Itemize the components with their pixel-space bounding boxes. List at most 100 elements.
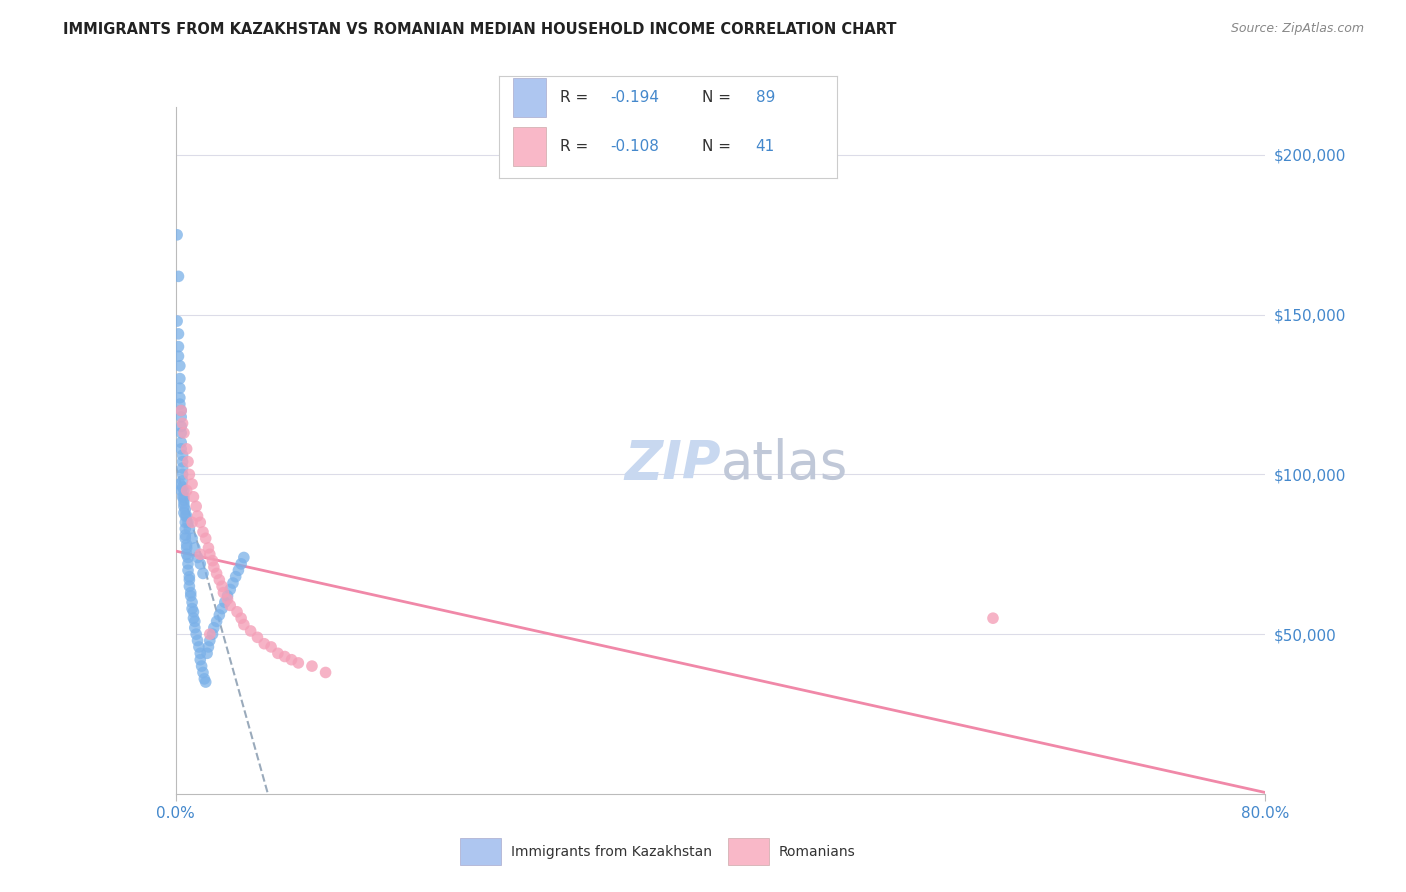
Point [301, 659, 323, 673]
Point [188, 557, 211, 571]
Point [219, 599, 242, 613]
Point [186, 508, 209, 523]
Text: -0.108: -0.108 [610, 139, 659, 154]
Point [169, 397, 191, 411]
Point [176, 483, 198, 498]
Point [173, 506, 195, 520]
Point [179, 569, 201, 583]
Point [170, 435, 193, 450]
Text: Source: ZipAtlas.com: Source: ZipAtlas.com [1230, 22, 1364, 36]
Point [166, 227, 188, 242]
Point [172, 461, 194, 475]
Point [176, 508, 198, 523]
Point [184, 615, 207, 629]
Text: R =: R = [560, 139, 593, 154]
Point [190, 659, 212, 673]
Point [287, 656, 309, 670]
Point [170, 409, 193, 424]
Point [179, 579, 201, 593]
Text: 41: 41 [755, 139, 775, 154]
Point [211, 579, 233, 593]
Point [183, 490, 205, 504]
Point [176, 547, 198, 561]
Point [253, 637, 276, 651]
Point [170, 403, 193, 417]
Point [194, 675, 217, 690]
Point [179, 522, 201, 536]
Point [197, 640, 219, 654]
Point [170, 483, 193, 498]
Point [191, 566, 214, 581]
Point [193, 672, 215, 686]
Point [202, 621, 225, 635]
Point [232, 617, 254, 632]
Point [219, 582, 242, 597]
Point [214, 595, 236, 609]
Point [198, 627, 221, 641]
Point [188, 547, 211, 561]
Point [187, 640, 209, 654]
Point [194, 531, 217, 545]
Point [173, 490, 195, 504]
Point [274, 649, 297, 664]
Point [981, 611, 1004, 625]
Point [176, 541, 198, 555]
Point [172, 417, 194, 431]
Text: ZIP: ZIP [624, 438, 721, 491]
Point [176, 442, 198, 456]
Point [176, 538, 198, 552]
Point [188, 516, 211, 530]
Point [172, 455, 194, 469]
Point [177, 563, 200, 577]
Text: N =: N = [702, 90, 735, 105]
Point [217, 592, 239, 607]
Point [170, 442, 193, 456]
Point [174, 502, 197, 516]
Point [180, 589, 202, 603]
Point [208, 607, 231, 622]
Point [184, 621, 207, 635]
Point [172, 480, 194, 494]
Point [205, 566, 228, 581]
Point [267, 646, 290, 660]
Point [170, 419, 193, 434]
Point [177, 455, 200, 469]
Point [167, 340, 190, 354]
Point [198, 633, 221, 648]
Point [246, 631, 269, 645]
Point [174, 531, 197, 545]
Point [217, 589, 239, 603]
Point [167, 269, 190, 284]
Point [170, 403, 193, 417]
Point [222, 576, 245, 591]
Point [170, 425, 193, 440]
Point [198, 547, 221, 561]
Point [169, 381, 191, 395]
Point [177, 557, 200, 571]
Text: Romanians: Romanians [779, 845, 856, 859]
Bar [513, 78, 547, 117]
Point [179, 467, 201, 482]
Point [195, 646, 218, 660]
Point [186, 633, 209, 648]
Text: IMMIGRANTS FROM KAZAKHSTAN VS ROMANIAN MEDIAN HOUSEHOLD INCOME CORRELATION CHART: IMMIGRANTS FROM KAZAKHSTAN VS ROMANIAN M… [63, 22, 897, 37]
Text: -0.194: -0.194 [610, 90, 659, 105]
Point [166, 314, 188, 328]
Point [231, 557, 253, 571]
Bar [728, 838, 769, 865]
Point [172, 490, 194, 504]
Point [260, 640, 283, 654]
Point [181, 601, 204, 615]
Point [183, 605, 205, 619]
Point [173, 496, 195, 510]
Point [174, 528, 197, 542]
Text: atlas: atlas [721, 438, 848, 491]
Point [173, 493, 195, 508]
Point [315, 665, 337, 680]
Point [239, 624, 262, 638]
Point [201, 554, 224, 568]
Point [174, 516, 197, 530]
Point [197, 541, 219, 555]
Bar [513, 127, 547, 166]
Point [172, 448, 194, 462]
